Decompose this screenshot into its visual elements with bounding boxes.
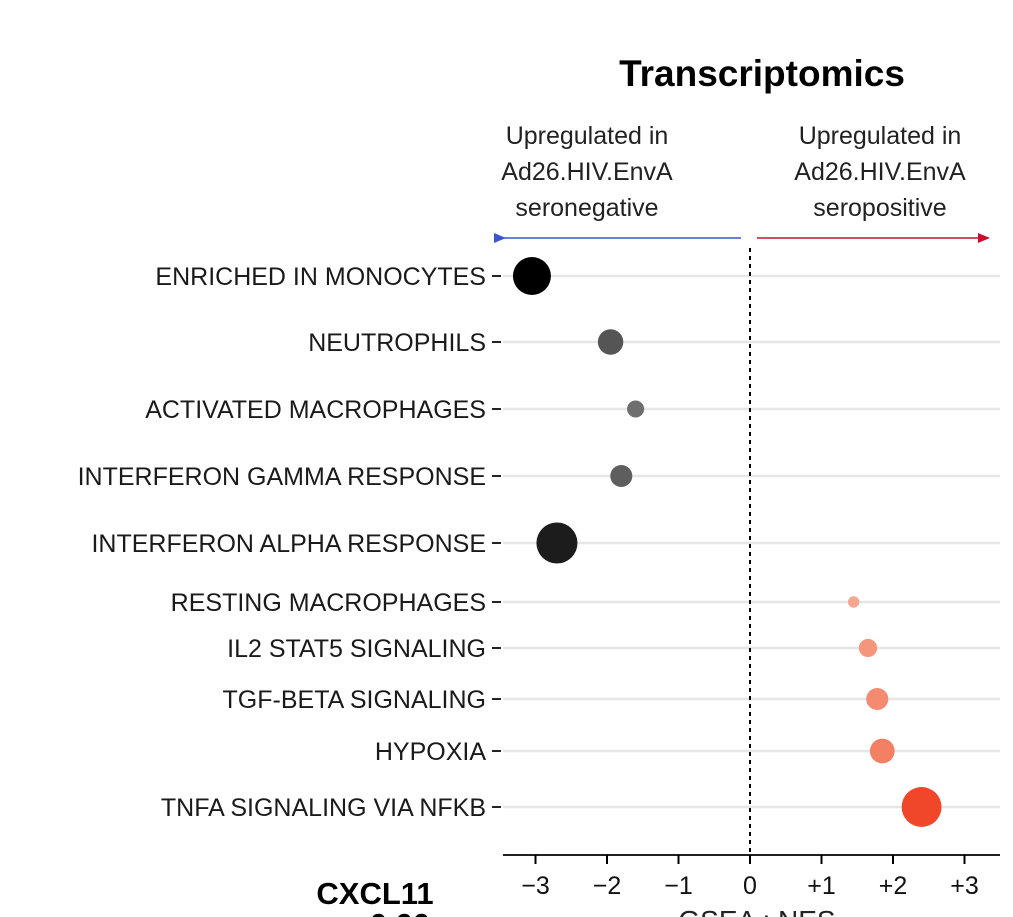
dir-right-line-1: Upregulated in: [799, 122, 962, 150]
data-point: [847, 596, 860, 608]
gene-label: CXCL11: [316, 876, 433, 911]
dir-left-line-2: Ad26.HIV.EnvA: [501, 158, 673, 186]
chart-title: Transcriptomics: [619, 53, 905, 94]
category-label: ACTIVATED MACROPHAGES: [145, 396, 486, 424]
dir-left-line-3: seronegative: [515, 194, 658, 222]
x-tick-label: 0: [743, 872, 757, 900]
dir-right-line-2: Ad26.HIV.EnvA: [794, 158, 966, 186]
data-point: [866, 687, 889, 711]
category-label: TGF-BETA SIGNALING: [223, 686, 486, 714]
data-points: [512, 257, 942, 827]
x-axis-ticks: −3 −2 −1 0 +1 +2 +3: [521, 855, 979, 900]
category-label: TNFA SIGNALING VIA NFKB: [161, 794, 486, 822]
direction-label-right: Upregulated in Ad26.HIV.EnvA seropositive: [794, 122, 966, 222]
data-point: [858, 638, 878, 658]
data-point: [610, 464, 633, 488]
dir-right-line-3: seropositive: [813, 194, 946, 222]
gridlines: [503, 274, 1000, 809]
x-tick-label: −1: [664, 872, 693, 900]
x-tick-label: +1: [807, 872, 836, 900]
x-tick-label: −3: [521, 872, 550, 900]
data-point: [512, 257, 551, 295]
data-point: [627, 400, 645, 418]
direction-label-left: Upregulated in Ad26.HIV.EnvA seronegative: [501, 122, 673, 222]
category-label: IL2 STAT5 SIGNALING: [227, 635, 486, 663]
x-tick-label: +3: [950, 872, 979, 900]
category-label: INTERFERON ALPHA RESPONSE: [91, 530, 486, 558]
dir-left-line-1: Upregulated in: [506, 122, 669, 150]
category-label: ENRICHED IN MONOCYTES: [155, 263, 486, 291]
data-point: [597, 329, 624, 355]
category-label: RESTING MACROPHAGES: [171, 589, 486, 617]
y-axis-labels: ENRICHED IN MONOCYTES NEUTROPHILS ACTIVATE…: [78, 263, 501, 822]
x-tick-label: +2: [879, 872, 908, 900]
data-point: [901, 787, 942, 827]
category-label: HYPOXIA: [375, 738, 486, 766]
x-tick-label: −2: [593, 872, 622, 900]
category-label: INTERFERON GAMMA RESPONSE: [78, 463, 486, 491]
gene-value: 0.00: [370, 907, 430, 917]
category-label: NEUTROPHILS: [308, 329, 486, 357]
data-point: [536, 522, 578, 564]
x-axis-label: GSEA : NES: [678, 905, 835, 917]
data-point: [869, 738, 895, 764]
